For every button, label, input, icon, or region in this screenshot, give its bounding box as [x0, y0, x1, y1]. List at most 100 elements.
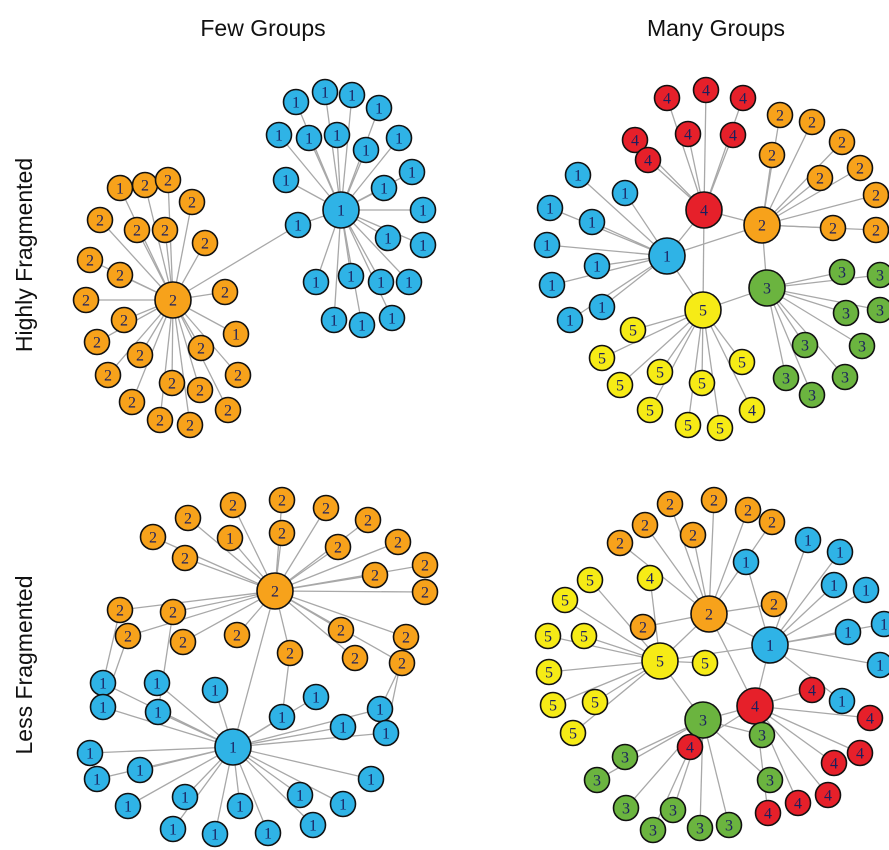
node-label: 1 — [766, 638, 774, 655]
node — [828, 258, 856, 286]
node — [191, 229, 219, 257]
node-label: 1 — [337, 203, 345, 220]
node — [284, 211, 312, 239]
node — [646, 358, 674, 386]
edge — [274, 590, 426, 593]
edge — [666, 97, 705, 211]
node-label: 1 — [305, 131, 313, 148]
node-label: 3 — [838, 265, 846, 282]
node — [588, 293, 616, 321]
node-label: 2 — [616, 536, 624, 553]
node — [636, 396, 664, 424]
node — [820, 749, 848, 777]
node-label: 5 — [580, 629, 588, 646]
node-label: 2 — [128, 395, 136, 412]
node-label: 3 — [622, 801, 630, 818]
node — [324, 533, 352, 561]
node — [581, 688, 609, 716]
edge — [761, 224, 877, 231]
node — [706, 414, 734, 442]
node-label: 1 — [154, 705, 162, 722]
edge — [769, 623, 885, 646]
row-title: Less Fragmented — [11, 576, 37, 755]
node — [576, 566, 604, 594]
node-label: 1 — [296, 788, 304, 805]
node-label: 2 — [197, 341, 205, 358]
node — [784, 789, 812, 817]
node-label: 2 — [181, 551, 189, 568]
node — [224, 361, 252, 389]
node — [748, 721, 776, 749]
node — [106, 596, 134, 624]
node-label: 2 — [402, 630, 410, 647]
node-label: 1 — [405, 275, 413, 292]
node-label: 5 — [569, 726, 577, 743]
node-label: 1 — [598, 300, 606, 317]
node — [268, 519, 296, 547]
node-label: 2 — [838, 135, 846, 152]
node — [337, 262, 365, 290]
node — [559, 719, 587, 747]
node-label: 2 — [872, 223, 880, 240]
node-label: 2 — [169, 293, 177, 310]
node — [674, 411, 702, 439]
node-label: 1 — [382, 726, 390, 743]
node-label: 2 — [188, 195, 196, 212]
node-label: 1 — [588, 215, 596, 232]
node — [536, 194, 564, 222]
node — [583, 766, 611, 794]
node-label: 4 — [700, 203, 708, 220]
node — [866, 651, 889, 679]
edge — [152, 536, 276, 592]
node-label: 5 — [598, 351, 606, 368]
node — [766, 101, 794, 129]
node — [118, 388, 146, 416]
node-label: 2 — [421, 585, 429, 602]
node-label: 1 — [395, 131, 403, 148]
node-label: 1 — [347, 269, 355, 286]
node-label: 2 — [234, 368, 242, 385]
node-label: 2 — [233, 628, 241, 645]
node — [728, 348, 756, 376]
node — [86, 206, 114, 234]
node — [268, 703, 296, 731]
edge — [572, 660, 661, 734]
edge — [324, 91, 342, 211]
node-label: 1 — [375, 101, 383, 118]
node-label: 2 — [164, 173, 172, 190]
node-label: 1 — [99, 700, 107, 717]
node-label: 2 — [334, 540, 342, 557]
node-label: 1 — [236, 799, 244, 816]
node — [219, 491, 247, 519]
node — [348, 311, 376, 339]
node — [411, 578, 439, 606]
node — [302, 268, 330, 296]
node-label: 2 — [221, 285, 229, 302]
node-label: 1 — [226, 531, 234, 548]
node — [385, 124, 413, 152]
node — [384, 528, 412, 556]
node-label: 2 — [93, 335, 101, 352]
node — [570, 622, 598, 650]
edge — [761, 167, 861, 226]
node — [409, 231, 437, 259]
node — [311, 78, 339, 106]
node-label: 5 — [545, 665, 553, 682]
edge — [754, 705, 829, 796]
edge — [761, 121, 813, 226]
node — [265, 121, 293, 149]
node — [338, 81, 366, 109]
node — [392, 623, 420, 651]
node-label: 2 — [768, 515, 776, 532]
node-label: 4 — [794, 796, 802, 813]
node — [690, 595, 728, 633]
node — [760, 590, 788, 618]
edge — [596, 719, 704, 781]
node — [169, 628, 197, 656]
edge — [144, 184, 174, 301]
node-label: 3 — [782, 371, 790, 388]
node-label: 1 — [836, 545, 844, 562]
node-label: 5 — [629, 323, 637, 340]
node-label: 2 — [689, 528, 697, 545]
